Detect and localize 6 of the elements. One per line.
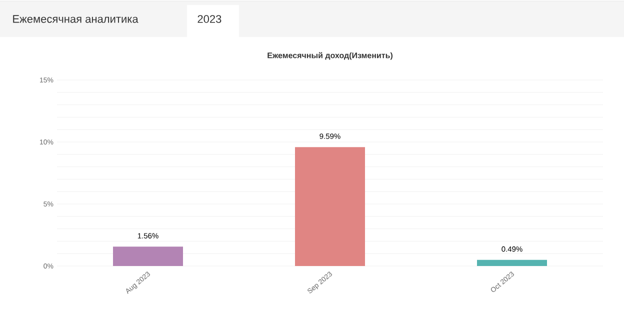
- bar: [477, 260, 547, 266]
- text: Ежемесячная аналитика: [13, 15, 138, 23]
- chart-title: Ежемесячный доход(Изменить): [268, 52, 392, 60]
- bar: [113, 246, 183, 266]
- text: 2023: [198, 15, 222, 23]
- bar: [295, 147, 366, 266]
